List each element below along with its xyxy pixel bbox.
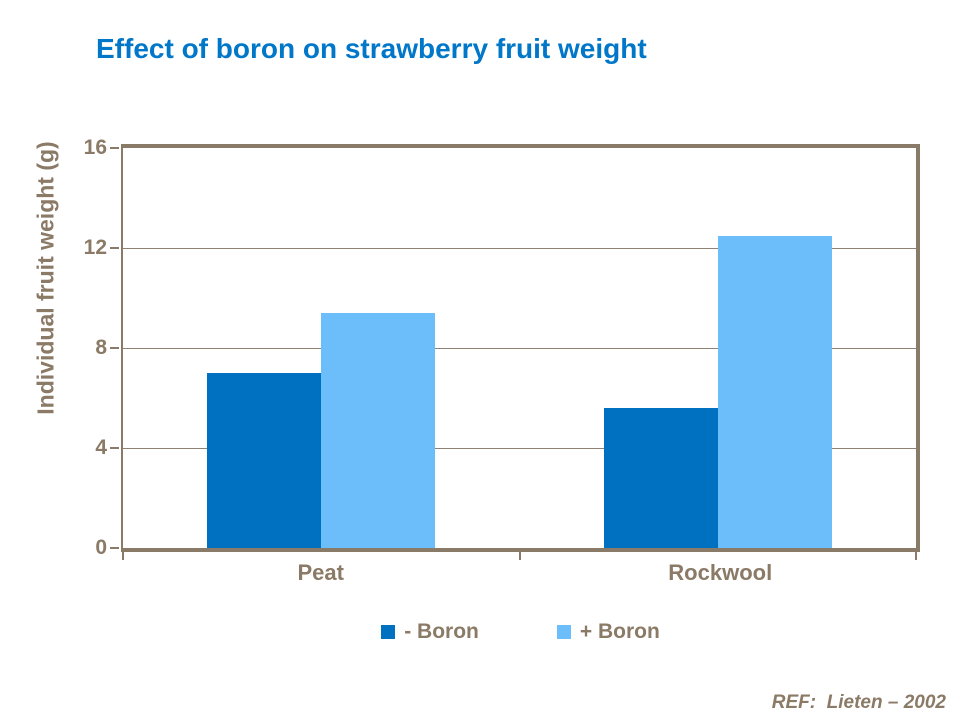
bar-peat-plus-boron (321, 313, 436, 548)
legend-swatch (556, 625, 571, 639)
plot-area: 0 4 8 12 16 (84, 136, 920, 560)
gridline-12 (123, 248, 916, 249)
legend-item-minus-boron: - Boron (381, 620, 479, 644)
y-tick-mark (110, 247, 119, 249)
reference-note: REF: Lieten – 2002 (771, 692, 946, 713)
x-tick-mark (915, 551, 917, 560)
y-axis-title: Individual fruit weight (g) (32, 141, 59, 415)
y-tick-label-12: 12 (83, 236, 107, 259)
legend: - Boron + Boron (121, 620, 920, 644)
chart-title: Effect of boron on strawberry fruit weig… (96, 33, 647, 64)
bar-rockwool-minus-boron (603, 408, 718, 548)
gridline-8 (123, 348, 916, 349)
legend-label: + Boron (579, 620, 660, 643)
x-tick-mark (122, 551, 124, 560)
legend-label: - Boron (404, 620, 479, 643)
y-tick-mark (110, 547, 119, 549)
legend-item-plus-boron: + Boron (556, 620, 660, 644)
bar-peat-minus-boron (207, 373, 322, 548)
x-axis-labels: Peat Rockwool (121, 560, 920, 590)
bar-rockwool-plus-boron (717, 235, 832, 548)
y-tick-label-16: 16 (83, 136, 107, 159)
y-tick-label-0: 0 (95, 536, 107, 559)
legend-swatch (381, 625, 396, 639)
x-category-label-rockwool: Rockwool (668, 560, 773, 585)
x-category-label-peat: Peat (297, 560, 344, 585)
x-tick-mark (518, 551, 521, 560)
y-tick-mark (110, 147, 119, 149)
y-tick-mark (110, 447, 119, 449)
y-tick-label-4: 4 (95, 436, 107, 459)
y-tick-mark (110, 347, 119, 349)
y-tick-label-8: 8 (95, 336, 107, 359)
gridline-4 (123, 448, 916, 449)
